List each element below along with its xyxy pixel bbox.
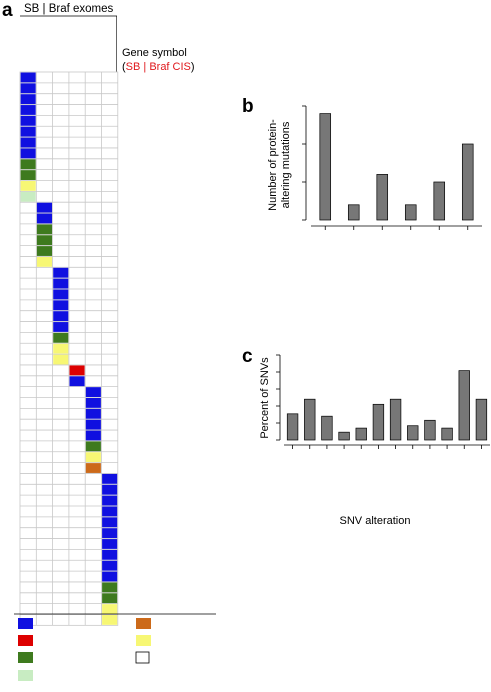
bar bbox=[304, 398, 316, 441]
mutation-cell bbox=[36, 235, 52, 246]
mutation-cell bbox=[102, 549, 118, 560]
bar bbox=[475, 398, 488, 441]
bar bbox=[407, 425, 419, 441]
mutation-cell bbox=[20, 191, 36, 202]
mutation-cell bbox=[102, 582, 118, 593]
mutation-cell bbox=[85, 441, 101, 452]
chart-c-ylabel: Percent of SNVs bbox=[259, 357, 271, 439]
mutation-cell bbox=[102, 528, 118, 539]
mutation-cell bbox=[53, 322, 69, 332]
mutation-cell bbox=[85, 463, 101, 473]
legend-swatch-syn bbox=[18, 652, 33, 663]
bar bbox=[376, 174, 389, 221]
bar bbox=[424, 419, 436, 441]
mutation-cell bbox=[53, 354, 69, 365]
legend-swatch-utr bbox=[18, 670, 33, 681]
mutation-cell bbox=[20, 137, 36, 148]
bar bbox=[355, 427, 367, 441]
mutation-cell bbox=[20, 148, 36, 159]
mutation-cell bbox=[20, 115, 36, 126]
panel-c-letter: c bbox=[242, 346, 253, 367]
mutation-cell bbox=[20, 126, 36, 137]
chart-c bbox=[276, 354, 490, 449]
mutation-cell bbox=[36, 202, 52, 213]
bar bbox=[389, 398, 402, 441]
mutation-cell bbox=[20, 72, 36, 83]
bar bbox=[461, 143, 474, 221]
mutation-cell bbox=[102, 473, 118, 484]
mutation-cell bbox=[53, 300, 69, 311]
mutation-cell bbox=[102, 517, 118, 528]
cis-open: ( bbox=[122, 61, 126, 73]
legend-swatch-inframe bbox=[136, 618, 151, 629]
bar bbox=[433, 181, 446, 221]
mutation-cell bbox=[102, 495, 118, 506]
bar bbox=[441, 427, 453, 441]
mutation-cell bbox=[20, 159, 36, 170]
mutation-cell bbox=[102, 560, 118, 571]
cis-note: (SB | Braf CIS) bbox=[122, 61, 195, 73]
cis-label: SB | Braf CIS bbox=[126, 61, 191, 73]
mutation-cell bbox=[20, 83, 36, 94]
mutation-cell bbox=[102, 593, 118, 604]
legend-swatch-frameshift bbox=[136, 635, 151, 646]
mutation-cell bbox=[36, 246, 52, 256]
mutation-cell bbox=[20, 94, 36, 105]
bar bbox=[338, 431, 350, 441]
bar bbox=[286, 413, 299, 441]
legend-swatch-nonsyn bbox=[18, 618, 33, 629]
mutation-cell bbox=[53, 311, 69, 322]
bar bbox=[404, 204, 417, 221]
bar bbox=[458, 370, 470, 441]
mutation-cell bbox=[102, 539, 118, 549]
bar bbox=[347, 204, 360, 221]
cis-close: ) bbox=[191, 61, 195, 73]
bar bbox=[319, 113, 332, 221]
mutation-cell bbox=[53, 267, 69, 278]
mutation-cell bbox=[53, 289, 69, 300]
mutation-cell bbox=[53, 278, 69, 289]
legend-swatch-stop bbox=[18, 635, 33, 646]
exome-header: SB | Braf exomes bbox=[24, 3, 114, 15]
mutation-cell bbox=[69, 365, 85, 376]
mutation-cell bbox=[85, 387, 101, 397]
bar bbox=[372, 403, 385, 441]
bar bbox=[321, 415, 333, 441]
panel-a-letter: a bbox=[2, 0, 13, 21]
mutation-cell bbox=[85, 408, 101, 419]
mutation-cell bbox=[20, 181, 36, 191]
mutation-cell bbox=[85, 452, 101, 463]
mutation-cell bbox=[69, 376, 85, 387]
mutation-cell bbox=[36, 224, 52, 235]
mutation-cell bbox=[36, 256, 52, 267]
mutation-cell bbox=[20, 105, 36, 115]
mutation-cell bbox=[102, 571, 118, 582]
legend bbox=[18, 618, 151, 681]
mutation-cell bbox=[53, 343, 69, 354]
mutation-cell bbox=[20, 170, 36, 180]
mutation-matrix bbox=[14, 16, 216, 626]
mutation-cell bbox=[102, 615, 118, 625]
gene-symbol-title: Gene symbol bbox=[122, 47, 187, 59]
mutation-cell bbox=[102, 604, 118, 614]
chart-c-xlabel: SNV alteration bbox=[340, 515, 411, 527]
mutation-cell bbox=[102, 506, 118, 517]
chart-b-ylabel-1: Number of protein- bbox=[267, 119, 279, 211]
mutation-cell bbox=[85, 398, 101, 408]
mutation-cell bbox=[102, 484, 118, 495]
mutation-cell bbox=[85, 419, 101, 430]
mutation-cell bbox=[36, 213, 52, 224]
panel-b-letter: b bbox=[242, 96, 254, 117]
chart-b-ylabel-2: altering mutations bbox=[280, 121, 292, 208]
mutation-cell bbox=[85, 430, 101, 441]
mutation-cell bbox=[53, 332, 69, 343]
legend-swatch-sb bbox=[135, 651, 150, 664]
chart-b bbox=[302, 105, 482, 230]
